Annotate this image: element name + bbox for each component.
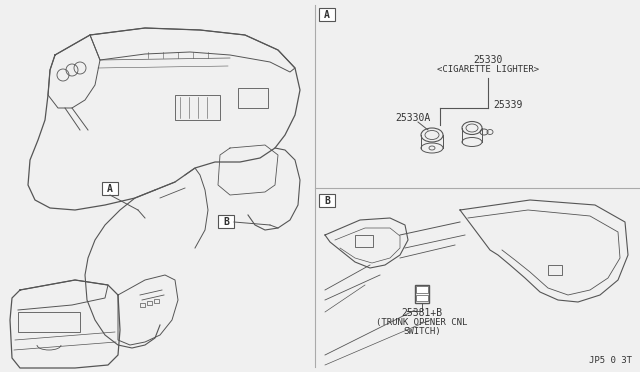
Bar xyxy=(416,286,428,293)
Text: B: B xyxy=(223,217,229,227)
Bar xyxy=(102,182,118,195)
Bar xyxy=(147,301,152,305)
Text: 25330A: 25330A xyxy=(395,113,430,123)
Bar xyxy=(355,235,373,247)
Bar xyxy=(416,295,428,301)
Text: <CIGARETTE LIGHTER>: <CIGARETTE LIGHTER> xyxy=(437,65,539,74)
Text: A: A xyxy=(107,183,113,193)
Text: SWITCH): SWITCH) xyxy=(403,327,441,336)
Bar xyxy=(319,194,335,207)
Bar xyxy=(140,303,145,307)
Bar xyxy=(548,265,562,275)
Bar xyxy=(218,215,234,228)
Bar xyxy=(175,95,220,120)
Bar xyxy=(238,88,268,108)
Text: 25330: 25330 xyxy=(474,55,502,65)
Bar xyxy=(18,312,80,332)
Bar xyxy=(415,285,429,303)
Text: 25339: 25339 xyxy=(493,100,522,110)
Text: JP5 0 3T: JP5 0 3T xyxy=(589,356,632,365)
Text: 25381+B: 25381+B xyxy=(401,308,443,318)
Text: A: A xyxy=(324,10,330,19)
Text: (TRUNK OPENER CNL: (TRUNK OPENER CNL xyxy=(376,318,468,327)
Bar xyxy=(154,299,159,303)
Text: B: B xyxy=(324,196,330,205)
Bar xyxy=(319,8,335,21)
